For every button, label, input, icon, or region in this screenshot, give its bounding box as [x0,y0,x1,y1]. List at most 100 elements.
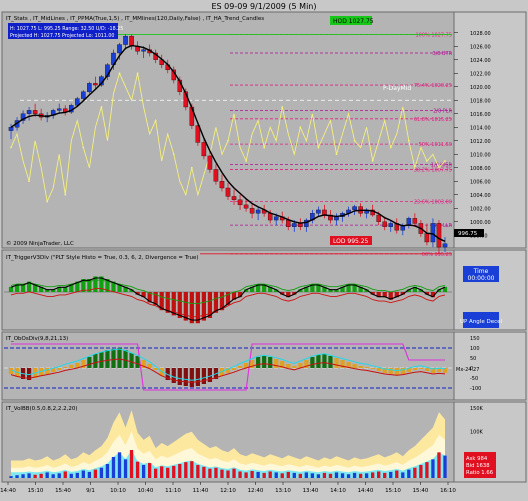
yellow-point [154,119,157,122]
info-box-line2: Projected H: 1027.75 Projected Lo: 1011.… [10,33,114,39]
price-tick-label: 1020.00 [470,85,491,91]
x-tick-label: 10:40 [138,488,154,494]
volume-tick-label: 100K [470,429,484,435]
angle-badge [463,312,499,328]
level-label: 23.6% 1003.00 [414,200,452,206]
level-label: 3/8 BTR [432,51,452,57]
x-tick-label: 15:10 [28,488,44,494]
candle-body [424,233,430,243]
level-label: 38.2% 1007.75 [414,167,452,173]
x-tick-label: 12:10 [220,488,236,494]
price-indicators-label: IT_Stats , IT_MidLines , IT_PPMA(True,1,… [6,16,264,22]
price-tick-label: 1002.00 [470,206,491,212]
yellow-point [28,180,30,183]
candle-body [412,218,418,224]
obos-magenta-line [11,343,445,391]
candle-body [273,216,279,221]
last-price-badge [454,229,484,237]
yellow-point [118,72,121,75]
x-tick-label: 11:10 [165,488,181,494]
candle-body [334,216,339,221]
level-label: 100% 1027.75 [415,32,452,38]
yellow-point [299,126,302,129]
candle-body [123,35,128,45]
candle-body [117,44,122,54]
price-tick-label: 1024.00 [470,58,491,64]
obos-tick-label: 0 [470,366,473,372]
candle-body [322,209,327,216]
hod-label: HOD 1027.75 [333,18,374,25]
candle-body [406,218,412,226]
price-panel [1,11,455,249]
x-tick-label: 16:10 [440,488,456,494]
obos-tick-label: 150 [470,336,480,342]
yellow-point [82,146,85,149]
info-box-line1: H: 1027.75 L: 995.25 Range: 32.50 U/D: -… [10,26,123,32]
trigger-green-line [10,279,446,305]
candle-body [231,196,237,200]
candle-body [255,209,261,214]
yellow-point [190,166,193,169]
price-tick-label: 1006.00 [470,179,491,185]
obos-red-line [10,358,446,383]
yellow-point [172,153,175,156]
candle-body [286,219,291,227]
hod-badge [330,16,372,25]
yellow-point [426,160,428,162]
candle-body [56,108,62,111]
obos-tick-label: 50 [470,356,476,362]
ratio-label: Ratio 1.66 [466,470,494,476]
price-tick-label: 1018.00 [470,98,491,104]
yellow-point [317,146,320,149]
price-tick-label: 1014.00 [470,125,491,131]
info-box [8,23,118,39]
yellow-point [227,139,229,142]
candle-body [249,208,255,214]
candle-body [213,169,219,182]
yellow-point [136,72,139,75]
x-tick-label: 14:10 [330,488,346,494]
p-daymid-label: P-DayMid [383,85,411,92]
candle-body [81,91,86,99]
candle-body [32,110,38,114]
lod-badge [330,236,372,245]
obos-cyan-line [10,348,446,381]
time-box [463,266,499,282]
level-label: 00% 995.25 [422,252,452,258]
x-tick-label: 15:40 [413,488,429,494]
x-tick-label: 14:40 [0,488,16,494]
price-tick-label: 1010.00 [470,152,491,158]
price-tick-label: 1026.00 [470,44,491,50]
yellow-point [353,139,356,142]
price-tick-label: 1012.00 [470,139,491,145]
candle-body [207,155,213,170]
price-tick-label: 1028.00 [470,31,491,37]
angle-badge-label: UP Angle Decel [460,319,503,325]
price-tick-label: 1008.00 [470,166,491,172]
lod-label: LOD 995.25 [333,238,369,245]
price-tick-label: 1000.00 [470,220,491,226]
candle-body [316,209,321,214]
level-label: 61.8% 1015.25 [414,117,452,123]
yellow-point [371,160,374,162]
x-tick-label: 12:40 [248,488,264,494]
trigger-black-line [10,277,446,321]
x-tick-label: 15:40 [55,488,71,494]
yellow-point [64,193,67,196]
bid-label: Bid 1638 [466,463,490,469]
x-tick-label: 15:10 [385,488,401,494]
last-price-label: 996.75 [458,231,478,237]
obos-tick-label: -50 [470,376,478,382]
copyright: © 2009 NinjaTrader, LLC [6,240,74,247]
candle-body [201,142,207,157]
candle-body [388,223,393,227]
x-tick-label: 13:10 [275,488,291,494]
candle-body [141,49,146,52]
candle-body [75,98,80,106]
candle-body [430,223,436,243]
yellow-point [389,146,392,149]
x-tick-label: 14:40 [358,488,374,494]
time-label: Time [473,268,489,275]
